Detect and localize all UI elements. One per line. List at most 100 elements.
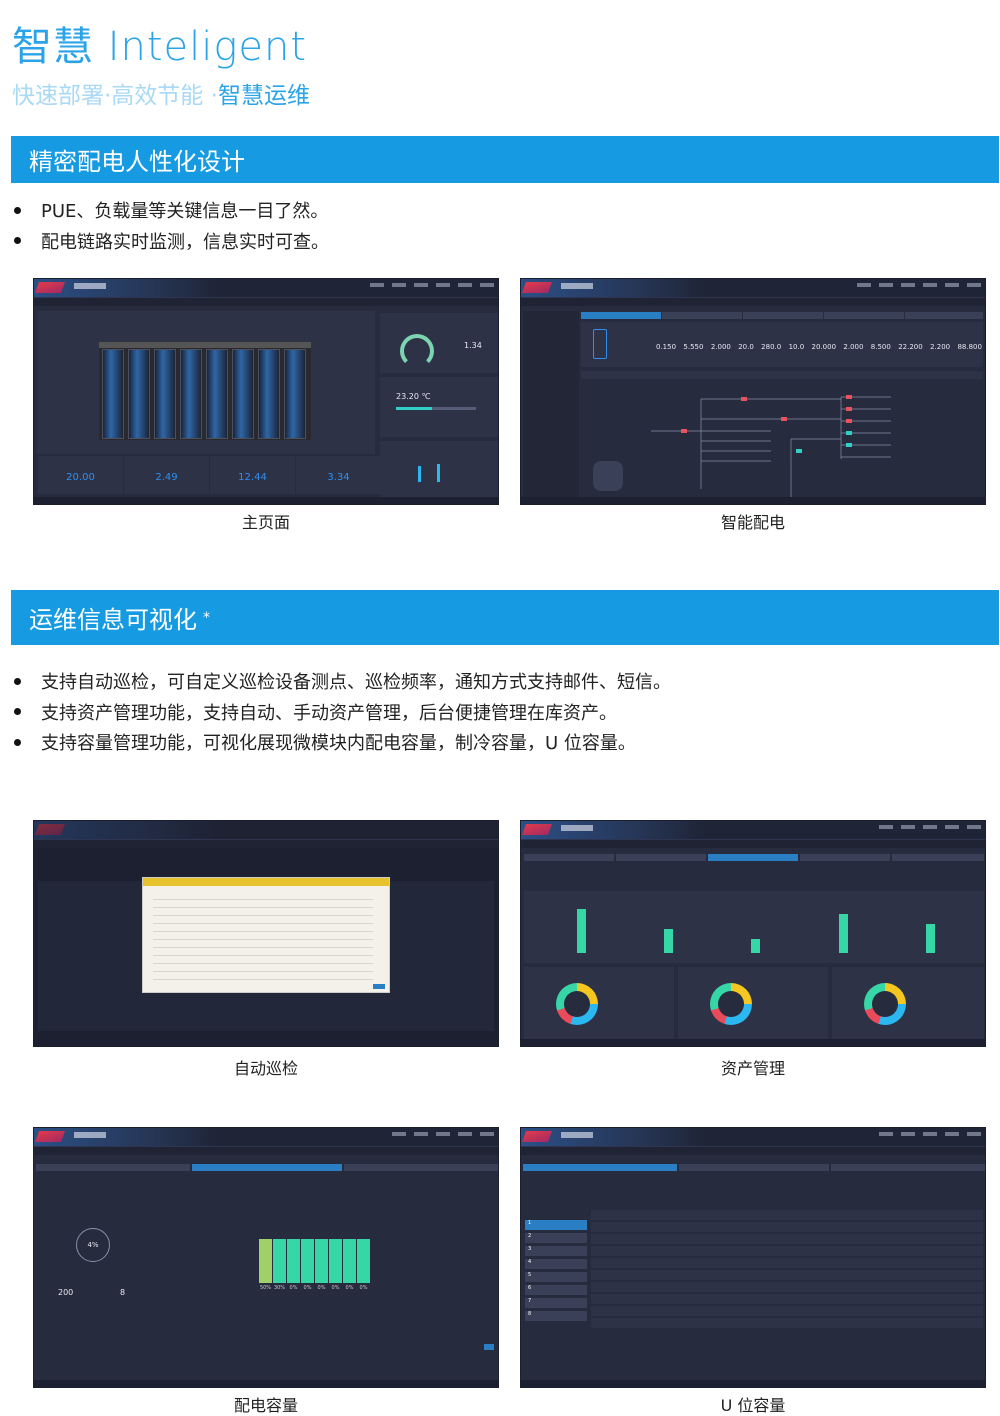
- row-index: 4: [528, 1259, 532, 1265]
- bullet-text: 配电链路实时监测，信息实时可查。: [41, 231, 329, 253]
- list-item: 支持资产管理功能，支持自动、手动资产管理，后台便捷管理在库资产。: [14, 697, 671, 728]
- slot-percent: 0%: [359, 1285, 368, 1291]
- inspection-dialog: [142, 877, 390, 993]
- row-index: 8: [528, 1311, 532, 1317]
- slot-percent: 30%: [273, 1285, 286, 1291]
- slot-percent: 0%: [317, 1285, 326, 1291]
- capacity-slot: 0%: [301, 1239, 314, 1291]
- metric-value: 2.000: [843, 343, 864, 351]
- metric-value: 20.000: [811, 343, 837, 351]
- kpi-card: 12.44: [210, 456, 295, 494]
- kpi-card: 20.00: [38, 456, 123, 494]
- wiring-diagram: [651, 395, 891, 499]
- pue-gauge: [400, 334, 434, 368]
- metric-value: 5.550: [683, 343, 704, 351]
- bullet-list-2: 支持自动巡检，可自定义巡检设备测点、巡检频率，通知方式支持邮件、短信。 支持资产…: [14, 666, 671, 758]
- metric-value: 8.500: [870, 343, 891, 351]
- caption-assets: 资产管理: [720, 1059, 785, 1078]
- screenshot-assets: [520, 820, 986, 1047]
- section-bar-1: 精密配电人性化设计: [11, 136, 999, 183]
- caption-inspection: 自动巡检: [233, 1059, 298, 1078]
- cabinet-row[interactable]: 1: [525, 1220, 587, 1230]
- caption-power: 智能配电: [720, 513, 785, 532]
- metric-value: 280.0: [761, 343, 782, 351]
- bullet-text: 支持资产管理功能，支持自动、手动资产管理，后台便捷管理在库资产。: [41, 702, 617, 724]
- subtitle-main: 快速部署·高效节能 ·: [12, 83, 218, 109]
- list-item: PUE、负载量等关键信息一目了然。: [14, 195, 329, 226]
- metric-value: 2.000: [710, 343, 731, 351]
- confirm-button[interactable]: [373, 984, 385, 989]
- bullet-icon: [14, 206, 21, 214]
- temperature-value: 23.20 ℃: [396, 392, 431, 401]
- bullet-text: PUE、负载量等关键信息一目了然。: [41, 201, 329, 223]
- capacity-slot: 0%: [329, 1239, 342, 1291]
- capacity-slot: 0%: [315, 1239, 328, 1291]
- bullet-text: 支持自动巡检，可自定义巡检设备测点、巡检频率，通知方式支持邮件、短信。: [41, 672, 671, 694]
- metric-value: 10.0: [788, 343, 805, 351]
- bullet-text: 支持容量管理功能，可视化展现微模块内配电容量，制冷容量，U 位容量。: [41, 733, 636, 755]
- bullet-icon: [14, 677, 21, 685]
- logo: [521, 282, 553, 293]
- cabinet-row[interactable]: 2: [525, 1233, 587, 1243]
- donut-chart: [710, 983, 752, 1025]
- settings-button[interactable]: [484, 1344, 494, 1350]
- caption-capacity: 配电容量: [233, 1396, 298, 1415]
- capacity-ratio: 4%: [76, 1228, 110, 1262]
- donut-chart: [556, 983, 598, 1025]
- row-index: 2: [528, 1233, 532, 1239]
- section-title: 运维信息可视化: [29, 606, 197, 634]
- slot-percent: 0%: [345, 1285, 354, 1291]
- list-item: 配电链路实时监测，信息实时可查。: [14, 226, 329, 257]
- kpi-card: 3.34: [296, 456, 381, 494]
- row-index: 3: [528, 1246, 532, 1252]
- screenshot-power-capacity: 4% 200 8 50% 30% 0% 0% 0% 0% 0% 0%: [33, 1127, 499, 1388]
- page-subtitle: 快速部署·高效节能 ·智慧运维: [12, 76, 310, 110]
- metric-value: 2.200: [930, 343, 951, 351]
- used-capacity: 8: [120, 1288, 126, 1297]
- pue-value: 1.34: [464, 341, 482, 350]
- row-index: 6: [528, 1285, 532, 1291]
- capacity-slot: 50%: [259, 1239, 272, 1291]
- cabinet-row[interactable]: 7: [525, 1298, 587, 1308]
- capacity-slot: 30%: [273, 1239, 286, 1291]
- caption-home: 主页面: [241, 513, 290, 532]
- list-item: 支持容量管理功能，可视化展现微模块内配电容量，制冷容量，U 位容量。: [14, 727, 671, 758]
- total-capacity: 200: [58, 1288, 74, 1297]
- slot-percent: 50%: [259, 1285, 272, 1291]
- bullet-icon: [14, 708, 21, 716]
- caption-u-capacity: U 位容量: [720, 1396, 786, 1415]
- bullet-icon: [14, 738, 21, 746]
- cabinet-row[interactable]: 5: [525, 1272, 587, 1282]
- footnote-mark: *: [203, 609, 210, 626]
- cabinet-row[interactable]: 3: [525, 1246, 587, 1256]
- cabinet-row[interactable]: 6: [525, 1285, 587, 1295]
- capacity-slot: 0%: [343, 1239, 356, 1291]
- row-index: 1: [528, 1220, 532, 1226]
- subtitle-highlight: 智慧运维: [217, 83, 310, 109]
- cabinet-row[interactable]: 8: [525, 1311, 587, 1321]
- slot-percent: 0%: [331, 1285, 340, 1291]
- metric-value: 20.0: [738, 343, 754, 351]
- row-index: 5: [528, 1272, 532, 1278]
- screenshot-home: 20.00 2.49 12.44 3.34 1.34 23.20 ℃: [33, 278, 499, 505]
- bullet-list-1: PUE、负载量等关键信息一目了然。 配电链路实时监测，信息实时可查。: [14, 195, 329, 256]
- metric-value: 0.150: [656, 343, 677, 351]
- metric-value: 88.800: [957, 343, 982, 351]
- bullet-icon: [14, 237, 21, 245]
- cabinet-row[interactable]: 4: [525, 1259, 587, 1269]
- screenshot-power-distribution: 0.150 5.550 2.000 20.0 280.0 10.0 20.000 2.000 8…: [520, 278, 986, 505]
- slot-percent: 0%: [289, 1285, 298, 1291]
- kpi-card: 2.49: [124, 456, 209, 494]
- slot-percent: 0%: [303, 1285, 312, 1291]
- metric-value: 22.200: [898, 343, 923, 351]
- pan-control[interactable]: [593, 461, 623, 491]
- capacity-slot: 0%: [287, 1239, 300, 1291]
- donut-chart: [864, 983, 906, 1025]
- screenshot-inspection: [33, 820, 499, 1047]
- section-bar-2: 运维信息可视化 *: [11, 590, 999, 645]
- list-item: 支持自动巡检，可自定义巡检设备测点、巡检频率，通知方式支持邮件、短信。: [14, 666, 671, 697]
- screenshot-u-capacity: 1 2 3 4 5 6 7 8: [520, 1127, 986, 1388]
- row-index: 7: [528, 1298, 532, 1304]
- section-title: 精密配电人性化设计: [29, 148, 245, 176]
- capacity-slot: 0%: [357, 1239, 370, 1291]
